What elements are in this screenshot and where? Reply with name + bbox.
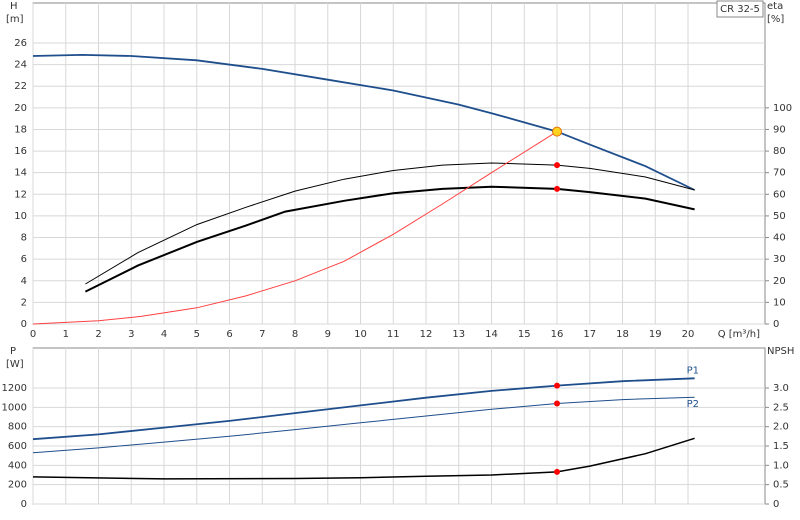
y-tick-label: 10 (14, 211, 27, 222)
y-tick-label: 200 (8, 480, 27, 491)
y-axis-unit: [m] (6, 14, 24, 25)
y-tick-label: 20 (14, 103, 27, 114)
y2-tick-label: 0 (773, 319, 779, 330)
y-tick-label: 0 (21, 319, 27, 330)
y-tick-label: 6 (21, 254, 27, 265)
y2-axis-label: NPSH (767, 346, 794, 357)
curve (84, 185, 695, 293)
x-axis-label: Q [m³/h] (718, 329, 760, 340)
operating-point (554, 400, 561, 407)
y2-axis-unit: [%] (767, 14, 784, 25)
y-tick-label: 26 (14, 38, 27, 49)
y2-tick-label: 60 (773, 189, 786, 200)
y2-tick-label: 0 (773, 499, 779, 510)
y-axis-label: H (10, 1, 18, 12)
y-tick-label: 2 (21, 297, 27, 308)
x-tick-label: 2 (95, 329, 101, 340)
curve (32, 377, 695, 441)
curve (32, 53, 695, 191)
y-tick-label: 1000 (2, 402, 27, 413)
y2-tick-label: 20 (773, 276, 786, 287)
y-tick-label: 400 (8, 460, 27, 471)
curve-label: P1 (687, 365, 699, 376)
y2-tick-label: 100 (773, 103, 792, 114)
y2-tick-label: 80 (773, 146, 786, 157)
y2-tick-label: 0.5 (773, 480, 789, 491)
x-tick-label: 3 (128, 329, 134, 340)
x-tick-label: 18 (616, 329, 629, 340)
operating-point (554, 382, 561, 389)
x-tick-label: 10 (354, 329, 367, 340)
y2-tick-label: 1.5 (773, 441, 789, 452)
y-tick-label: 4 (21, 276, 27, 287)
y-axis-unit: [W] (6, 359, 24, 370)
y2-tick-label: 90 (773, 124, 786, 135)
y2-tick-label: 2.0 (773, 422, 789, 433)
x-tick-label: 13 (452, 329, 465, 340)
x-tick-label: 8 (292, 329, 298, 340)
operating-point (554, 468, 561, 475)
x-tick-label: 20 (682, 329, 695, 340)
curve (32, 131, 558, 325)
model-box (716, 0, 764, 18)
y-tick-label: 1200 (2, 383, 27, 394)
y2-tick-label: 70 (773, 168, 786, 179)
x-tick-label: 15 (518, 329, 531, 340)
y2-axis-label: eta (767, 1, 783, 12)
y-tick-label: 18 (14, 124, 27, 135)
y2-tick-label: 10 (773, 297, 786, 308)
y-tick-label: 8 (21, 233, 27, 244)
curve-label: P2 (687, 399, 699, 410)
y-tick-label: 12 (14, 189, 27, 200)
y-tick-label: 600 (8, 441, 27, 452)
y-tick-label: 24 (14, 60, 27, 71)
x-tick-label: 5 (194, 329, 200, 340)
model-label: CR 32-5 (720, 4, 760, 15)
y2-tick-label: 30 (773, 254, 786, 265)
x-tick-label: 17 (583, 329, 596, 340)
x-tick-label: 4 (161, 329, 167, 340)
y2-tick-label: 1.0 (773, 460, 789, 471)
curve (85, 162, 695, 285)
y-axis-label: P (10, 346, 16, 357)
y-tick-label: 22 (14, 81, 27, 92)
x-tick-label: 16 (551, 329, 564, 340)
y2-tick-label: 3.0 (773, 383, 789, 394)
y2-tick-label: 50 (773, 211, 786, 222)
x-tick-label: 7 (259, 329, 265, 340)
x-tick-label: 9 (325, 329, 331, 340)
y-tick-label: 0 (21, 499, 27, 510)
x-tick-label: 1 (63, 329, 69, 340)
x-tick-label: 11 (387, 329, 400, 340)
y-tick-label: 800 (8, 422, 27, 433)
x-tick-label: 6 (226, 329, 232, 340)
y-tick-label: 16 (14, 146, 27, 157)
x-tick-label: 19 (649, 329, 662, 340)
operating-point (552, 126, 563, 137)
curve (32, 437, 695, 480)
y-tick-label: 14 (14, 168, 27, 179)
y2-tick-label: 2.5 (773, 402, 789, 413)
operating-point (554, 162, 561, 169)
x-tick-label: 0 (30, 329, 36, 340)
x-tick-label: 12 (420, 329, 433, 340)
operating-point (554, 185, 561, 192)
x-tick-label: 14 (485, 329, 498, 340)
curve (32, 396, 695, 454)
y2-tick-label: 40 (773, 233, 786, 244)
